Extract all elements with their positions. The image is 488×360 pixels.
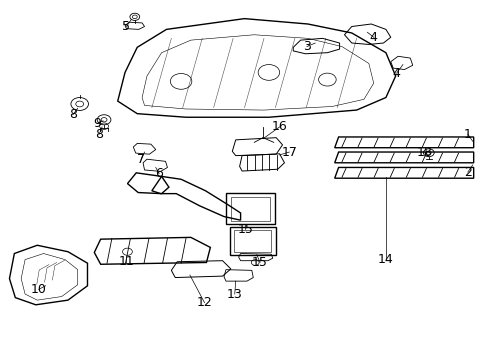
Text: 15: 15 — [252, 256, 267, 269]
Text: 12: 12 — [196, 296, 212, 309]
Text: 7: 7 — [137, 153, 145, 166]
Text: 11: 11 — [119, 255, 134, 268]
Text: 5: 5 — [122, 20, 130, 33]
Text: 9: 9 — [93, 117, 101, 130]
Text: 6: 6 — [155, 167, 163, 180]
Text: 8: 8 — [95, 127, 103, 141]
Text: 2: 2 — [463, 166, 471, 179]
Text: 10: 10 — [31, 283, 46, 296]
Text: 4: 4 — [369, 31, 377, 44]
Text: 15: 15 — [237, 223, 253, 236]
Text: 8: 8 — [69, 108, 77, 121]
Text: 4: 4 — [392, 67, 400, 80]
Text: 13: 13 — [226, 288, 242, 301]
Text: 3: 3 — [303, 40, 310, 53]
Text: 14: 14 — [377, 253, 393, 266]
Text: 16: 16 — [271, 121, 287, 134]
Text: 1: 1 — [463, 127, 471, 141]
Text: 17: 17 — [281, 145, 297, 158]
Text: 18: 18 — [416, 145, 432, 158]
